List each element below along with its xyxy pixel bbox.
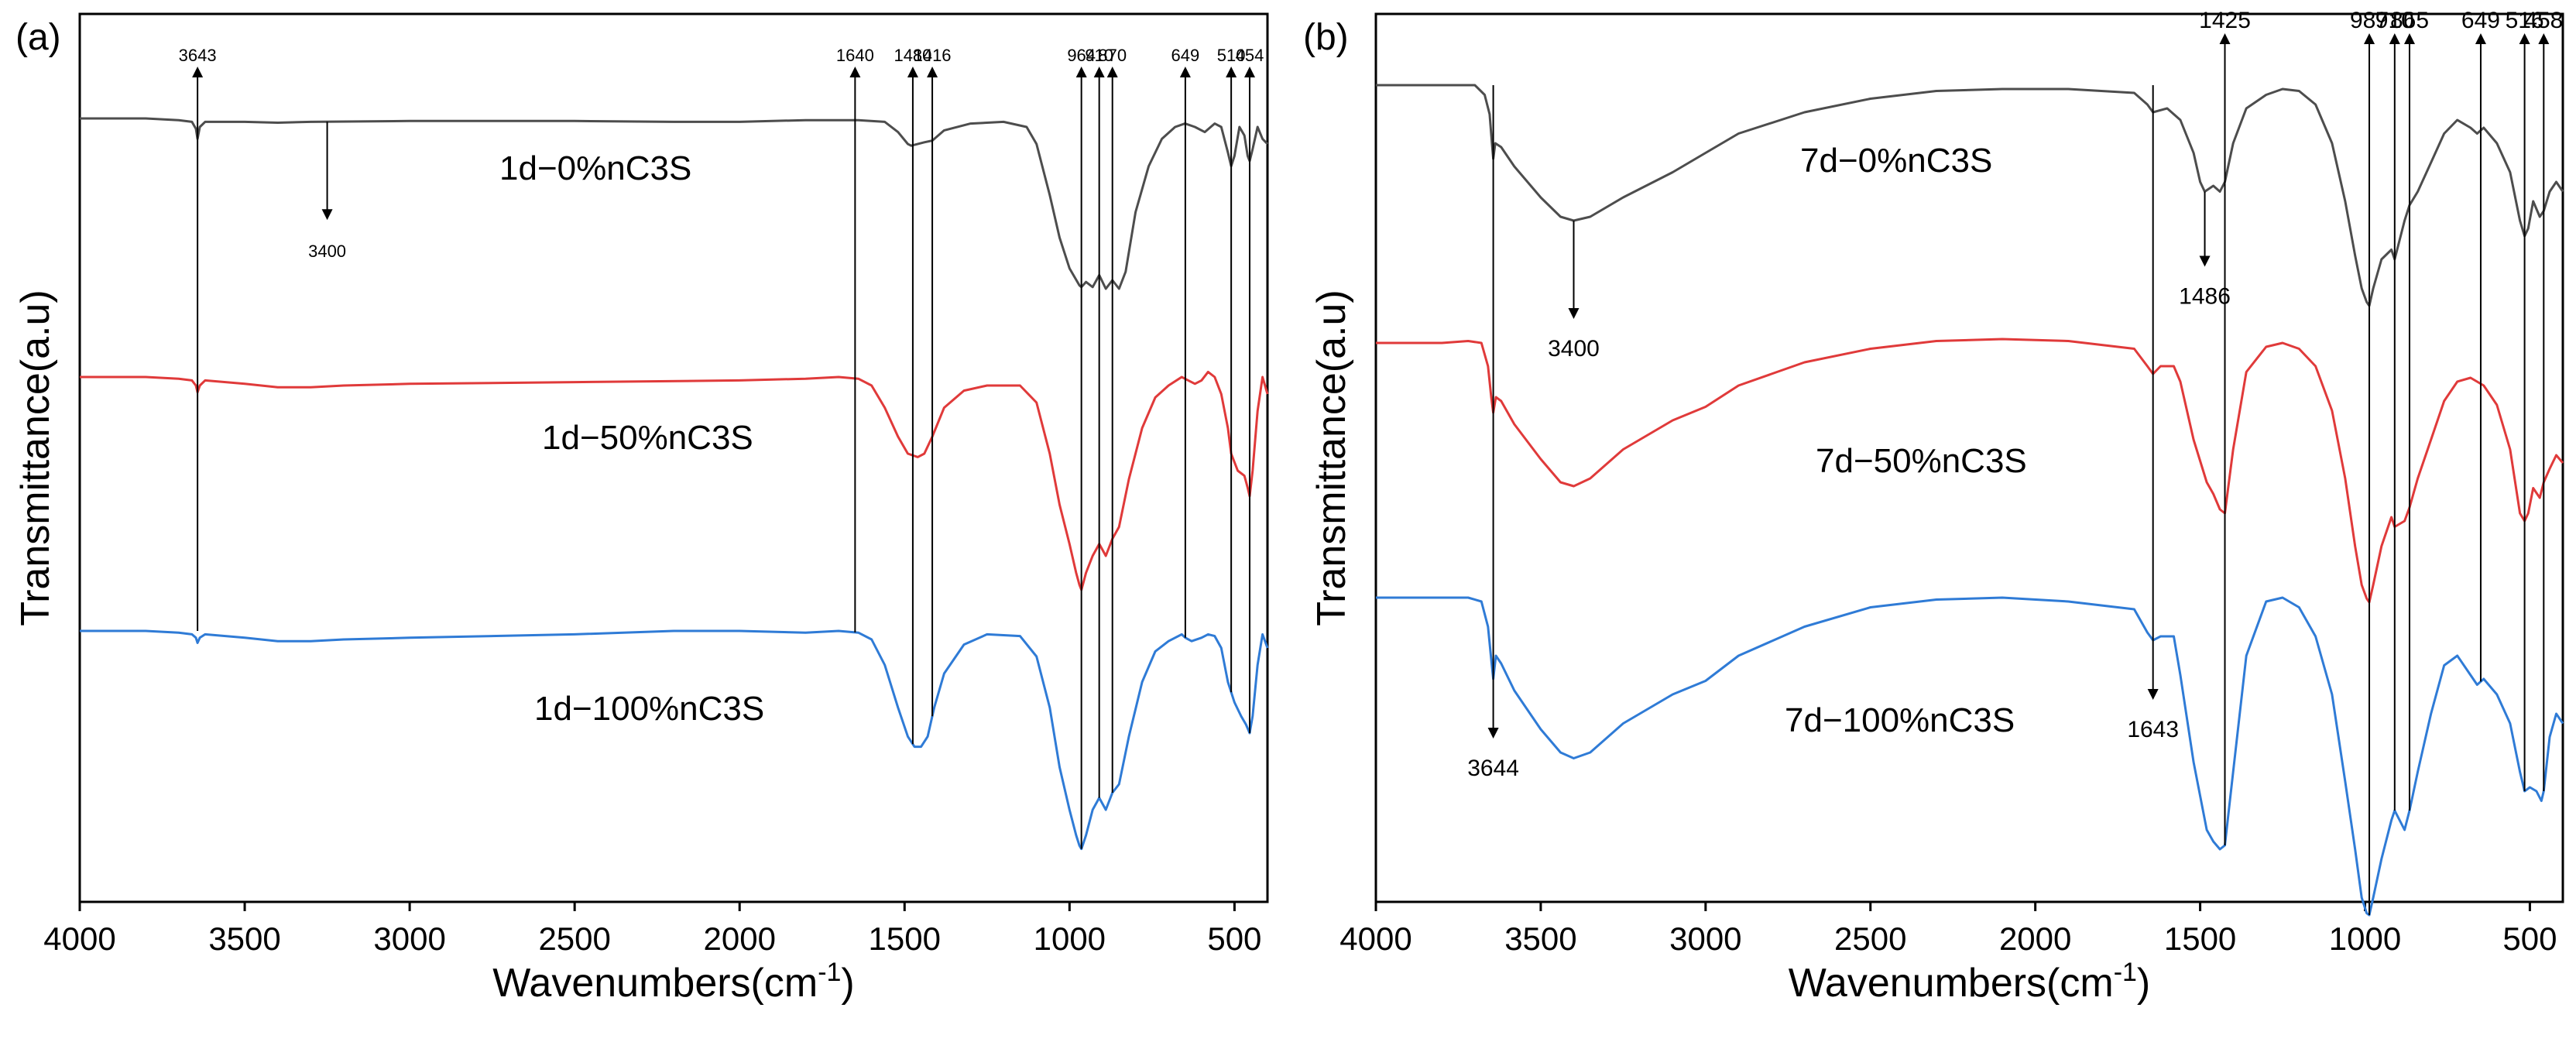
peak-label-b-3644: 3644 [1467, 756, 1519, 781]
peak-label-b-458: 458 [2524, 8, 2563, 33]
x-axis-title-a: Wavenumbers(cm-1) [492, 958, 855, 1006]
peak-label-b-987: 987 [2350, 8, 2389, 33]
peak-label-a-454: 454 [1236, 46, 1264, 65]
series-line-b-2 [1376, 596, 2564, 917]
x-axis-title-b: Wavenumbers(cm-1) [1789, 958, 2151, 1006]
peak-label-a-1480: 1480 [894, 46, 931, 65]
x-tick-label-a-500: 500 [1207, 920, 1261, 957]
x-tick-label-b-2000: 2000 [1999, 920, 2071, 957]
series-line-b-1 [1376, 338, 2564, 604]
peak-label-a-910: 910 [1085, 46, 1113, 65]
peak-label-a-3643: 3643 [179, 46, 217, 65]
x-tick-label-b-2500: 2500 [1834, 920, 1906, 957]
series-label-b-2: 7d−100%nC3S [1785, 701, 2015, 739]
panel-label-b: (b) [1303, 17, 1349, 58]
peak-label-b-910: 910 [2375, 8, 2414, 33]
x-tick-label-a-2500: 2500 [538, 920, 610, 957]
peak-label-b-516: 516 [2506, 8, 2544, 33]
peak-label-b-1425: 1425 [2199, 8, 2251, 33]
peak-label-a-964: 964 [1067, 46, 1096, 65]
x-tick-label-a-1500: 1500 [869, 920, 941, 957]
series-line-b-0 [1376, 84, 2564, 307]
plot-frame-a [78, 12, 1269, 903]
peak-label-b-3400: 3400 [1548, 336, 1600, 362]
x-tick-label-b-1000: 1000 [2329, 920, 2401, 957]
series-line-a-0 [80, 117, 1269, 290]
panel-a: (a) 4000 3500 3000 2500 2000 1500 1000 500 Wavenu… [13, 12, 1269, 1006]
peak-label-a-3400: 3400 [308, 242, 346, 261]
series-line-a-2 [80, 629, 1269, 851]
x-tick-label-b-3000: 3000 [1669, 920, 1741, 957]
x-tick-label-a-3500: 3500 [208, 920, 280, 957]
peak-label-a-510: 510 [1217, 46, 1246, 65]
peak-label-a-1640: 1640 [836, 46, 874, 65]
x-tick-label-a-2000: 2000 [704, 920, 776, 957]
x-tick-label-b-4000: 4000 [1339, 920, 1411, 957]
series-label-a-1: 1d−50%nC3S [542, 419, 753, 457]
x-tick-label-b-500: 500 [2502, 920, 2557, 957]
series-label-b-1: 7d−50%nC3S [1816, 442, 2027, 480]
series-label-a-0: 1d−0%nC3S [499, 149, 691, 187]
x-tick-label-a-3000: 3000 [373, 920, 445, 957]
series-label-a-2: 1d−100%nC3S [534, 690, 764, 728]
y-axis-title-a: Transmittance(a.u) [13, 290, 58, 626]
plot-frame-b [1374, 12, 2564, 903]
panel-label-a: (a) [15, 17, 61, 58]
x-tick-label-a-4000: 4000 [43, 920, 115, 957]
peak-label-a-649: 649 [1171, 46, 1200, 65]
series-line-a-1 [80, 370, 1269, 591]
peak-label-b-649: 649 [2461, 8, 2500, 33]
series-label-b-0: 7d−0%nC3S [1800, 142, 1992, 180]
peak-label-a-1416: 1416 [914, 46, 952, 65]
panel-b: (b) 4000 3500 3000 2500 2000 1500 1000 500 Wavenu… [1303, 8, 2564, 1006]
peak-label-a-870: 870 [1098, 46, 1127, 65]
y-axis-title-b: Transmittance(a.u) [1309, 290, 1354, 626]
x-tick-label-a-1000: 1000 [1034, 920, 1106, 957]
peak-label-b-1486: 1486 [2179, 284, 2231, 310]
x-tick-label-b-1500: 1500 [2164, 920, 2236, 957]
peak-label-b-1643: 1643 [2127, 717, 2179, 742]
peak-label-b-865: 865 [2390, 8, 2429, 33]
x-tick-label-b-3500: 3500 [1504, 920, 1576, 957]
